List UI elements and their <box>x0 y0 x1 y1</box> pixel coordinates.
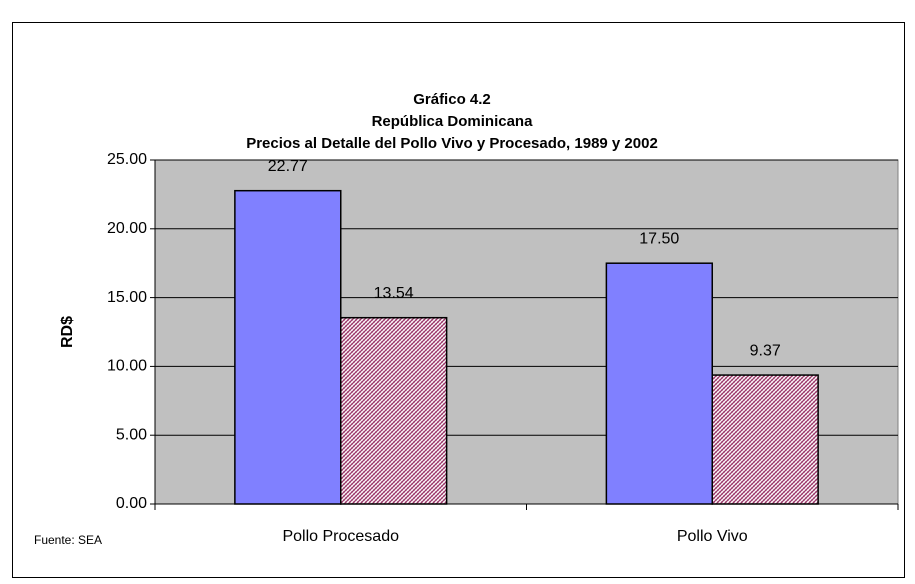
bar <box>234 189 342 505</box>
x-tick-label: Pollo Vivo <box>677 528 748 545</box>
chart-subtitle: República Dominicana <box>372 113 534 130</box>
chart-subtitle: Precios al Detalle del Pollo Vivo y Proc… <box>246 135 658 152</box>
bar <box>340 316 448 505</box>
y-tick-label: 5.00 <box>116 426 147 443</box>
y-tick-label: 0.00 <box>116 495 147 512</box>
chart-title: Gráfico 4.2 <box>413 91 491 108</box>
y-tick-label: 15.00 <box>107 289 147 306</box>
y-tick-label: 20.00 <box>107 220 147 237</box>
y-axis-label: RD$ <box>59 316 76 348</box>
value-label: 13.54 <box>374 285 414 302</box>
bar <box>711 374 819 505</box>
x-tick-label: Pollo Procesado <box>282 528 399 545</box>
y-tick-label: 10.00 <box>107 358 147 375</box>
bar <box>605 262 713 505</box>
source-note: Fuente: SEA <box>34 533 102 547</box>
value-label: 9.37 <box>750 342 781 359</box>
value-label: 17.50 <box>639 230 679 247</box>
value-label: 22.77 <box>268 158 308 175</box>
y-tick-label: 25.00 <box>107 151 147 168</box>
